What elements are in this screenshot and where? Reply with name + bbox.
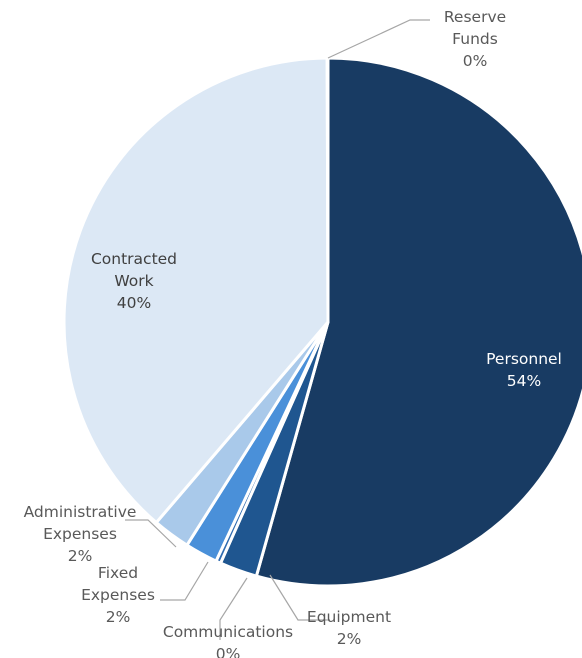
leader-lines [125, 19, 430, 640]
pie-slice-6 [325, 56, 330, 324]
slice-label-line: Communications [163, 623, 293, 641]
pie-slice-5 [62, 56, 330, 525]
slice-label-2: Communications 0% [163, 623, 293, 658]
slice-label-line: 0% [463, 52, 488, 70]
slice-label-line: Reserve [444, 8, 506, 26]
leader-line-2 [219, 577, 248, 640]
leader-line-3 [160, 561, 209, 601]
slice-label-line: Contracted [91, 250, 177, 268]
slice-label-line: Expenses [43, 525, 117, 543]
slice-label-5: Contracted Work 40% [91, 250, 177, 312]
slice-label-1: Equipment 2% [307, 608, 391, 648]
slice-label-line: Equipment [307, 608, 391, 626]
slice-label-0: Personnel 54% [486, 350, 562, 390]
slice-label-line: 54% [507, 372, 541, 390]
slice-label-line: Fixed [98, 564, 138, 582]
slice-label-line: Administrative [24, 503, 137, 521]
slice-label-line: Expenses [81, 586, 155, 604]
slice-label-line: 2% [106, 608, 131, 626]
leader-line-6 [327, 19, 430, 59]
slice-label-line: Personnel [486, 350, 562, 368]
slice-label-line: 40% [117, 294, 151, 312]
leader-line-4 [125, 519, 177, 548]
pie-slice-0 [254, 56, 582, 588]
slice-label-6: Reserve Funds 0% [444, 8, 506, 70]
slice-labels: Personnel 54% Equipment 2% Communications 0% F… [24, 8, 562, 658]
pie-slices [62, 56, 582, 588]
slice-label-3: Fixed Expenses 2% [81, 564, 155, 626]
leader-line-1 [269, 574, 330, 621]
slice-label-4: Administrative Expenses 2% [24, 503, 137, 565]
slice-label-line: 2% [68, 547, 93, 565]
slice-label-line: Funds [452, 30, 498, 48]
slice-label-line: Work [114, 272, 153, 290]
slice-label-line: 2% [337, 630, 362, 648]
slice-label-line: 0% [216, 645, 241, 658]
